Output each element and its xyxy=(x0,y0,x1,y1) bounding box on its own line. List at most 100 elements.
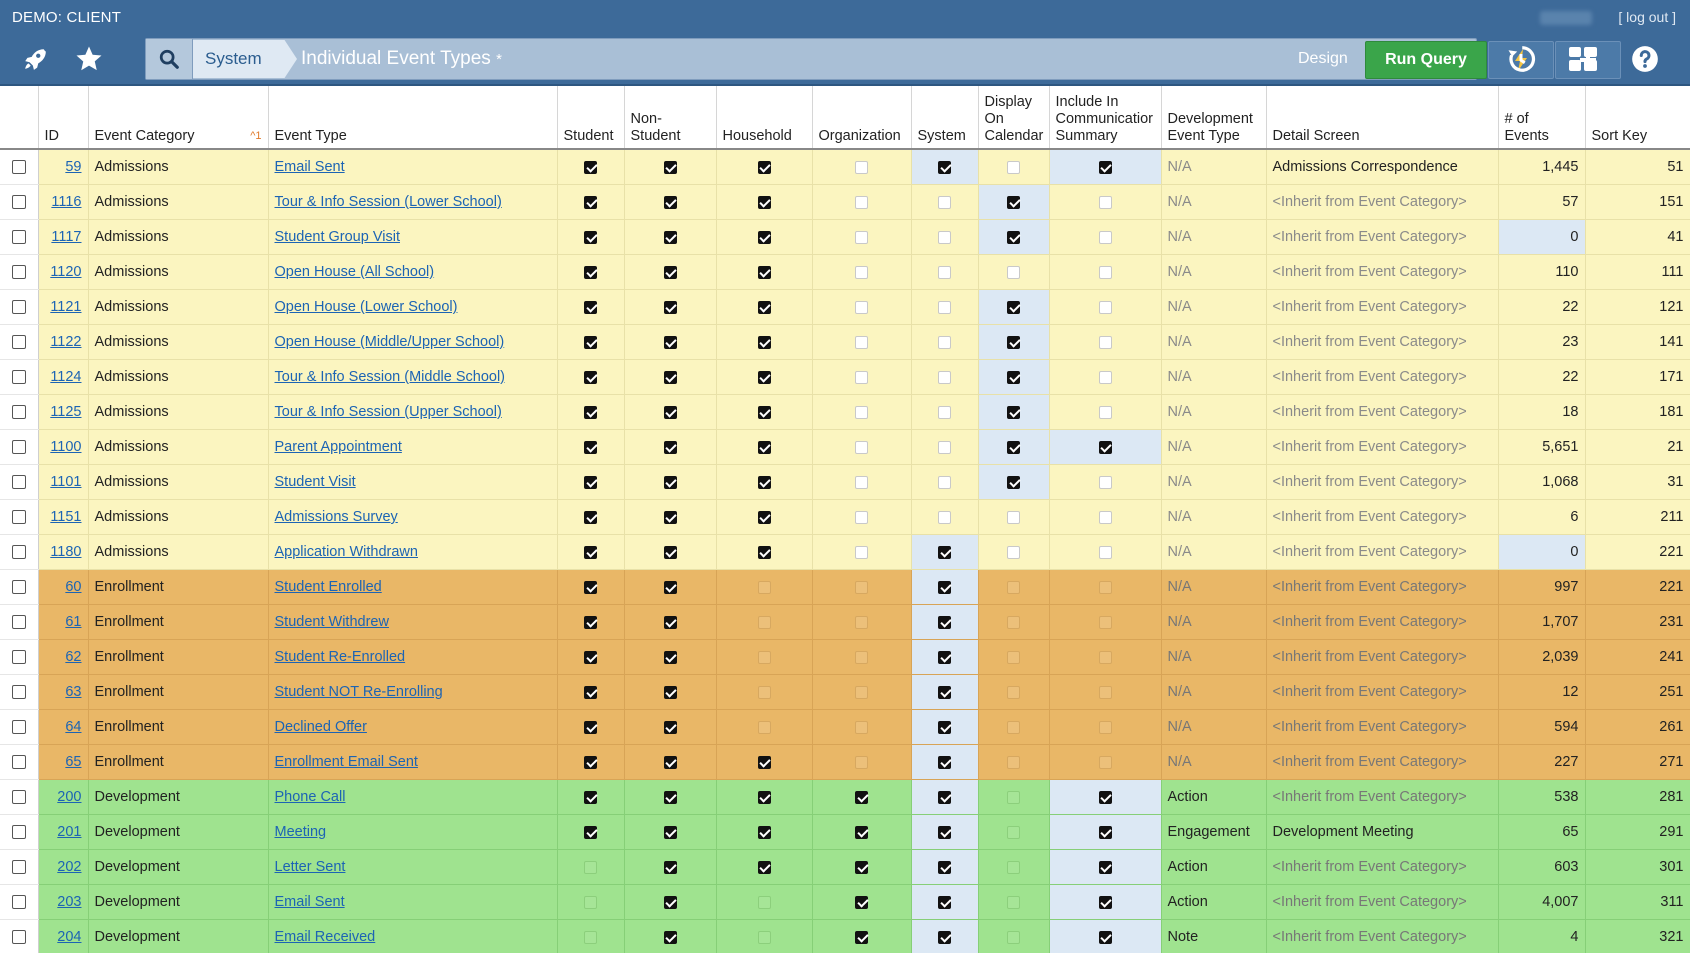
id-link[interactable]: 1116 xyxy=(51,194,82,210)
help-icon[interactable] xyxy=(1620,34,1670,84)
row-select-checkbox[interactable] xyxy=(11,300,26,315)
event-type-link[interactable]: Admissions Survey xyxy=(274,509,398,525)
table-row[interactable]: 204 Development Email Received Note <Inherit… xyxy=(0,919,1690,953)
table-row[interactable]: 1101 Admissions Student Visit N/A <Inherit f… xyxy=(0,464,1690,500)
id-link[interactable]: 64 xyxy=(65,719,82,735)
row-select-checkbox[interactable] xyxy=(11,405,26,420)
table-row[interactable]: 63 Enrollment Student NOT Re-Enrolling N/A <… xyxy=(0,674,1690,710)
event-type-link[interactable]: Open House (All School) xyxy=(274,264,435,280)
event-type-link[interactable]: Tour & Info Session (Middle School) xyxy=(274,369,506,385)
row-select-checkbox[interactable] xyxy=(11,825,26,840)
event-type-link[interactable]: Student Re-Enrolled xyxy=(274,649,406,665)
row-select-checkbox[interactable] xyxy=(11,475,26,490)
row-select-checkbox[interactable] xyxy=(11,440,26,455)
row-select-checkbox[interactable] xyxy=(11,895,26,910)
row-select-checkbox[interactable] xyxy=(11,790,26,805)
id-link[interactable]: 1121 xyxy=(50,299,82,315)
id-link[interactable]: 1122 xyxy=(50,334,82,350)
event-type-link[interactable]: Enrollment Email Sent xyxy=(274,754,418,770)
header-event-category[interactable]: Event Category ^1 xyxy=(88,86,269,150)
event-type-link[interactable]: Student Enrolled xyxy=(274,579,382,595)
id-link[interactable]: 203 xyxy=(57,894,82,910)
id-link[interactable]: 204 xyxy=(57,929,82,945)
row-select-checkbox[interactable] xyxy=(11,195,26,210)
table-row[interactable]: 65 Enrollment Enrollment Email Sent N/A <Inh… xyxy=(0,744,1690,780)
table-row[interactable]: 60 Enrollment Student Enrolled N/A <Inherit … xyxy=(0,569,1690,605)
id-link[interactable]: 201 xyxy=(57,824,82,840)
event-type-link[interactable]: Open House (Middle/Upper School) xyxy=(274,334,505,350)
id-link[interactable]: 61 xyxy=(65,614,82,630)
table-row[interactable]: 64 Enrollment Declined Offer N/A <Inherit fr… xyxy=(0,709,1690,745)
header-organization[interactable]: Organization xyxy=(812,86,912,150)
add-button[interactable] xyxy=(1555,41,1621,79)
id-link[interactable]: 1100 xyxy=(50,439,82,455)
breadcrumb-system[interactable]: System xyxy=(193,40,297,78)
event-type-link[interactable]: Letter Sent xyxy=(274,859,346,875)
row-select-checkbox[interactable] xyxy=(11,265,26,280)
table-row[interactable]: 1116 Admissions Tour & Info Session (Lower… xyxy=(0,184,1690,220)
header-development-event-type[interactable]: Development Event Type xyxy=(1161,86,1267,150)
header-non-student[interactable]: Non- Student xyxy=(624,86,717,150)
event-type-link[interactable]: Phone Call xyxy=(274,789,346,805)
event-type-link[interactable]: Open House (Lower School) xyxy=(274,299,458,315)
design-link[interactable]: Design xyxy=(1298,50,1348,67)
event-type-link[interactable]: Student Group Visit xyxy=(274,229,400,245)
history-icon[interactable] xyxy=(1496,34,1546,84)
table-row[interactable]: 59 Admissions Email Sent N/A Admissions Corr… xyxy=(0,149,1690,185)
header-system[interactable]: System xyxy=(911,86,979,150)
row-select-checkbox[interactable] xyxy=(11,650,26,665)
event-type-link[interactable]: Application Withdrawn xyxy=(274,544,418,560)
table-row[interactable]: 61 Enrollment Student Withdrew N/A <Inherit … xyxy=(0,604,1690,640)
search-button[interactable] xyxy=(146,39,193,79)
row-select-checkbox[interactable] xyxy=(11,370,26,385)
event-type-link[interactable]: Student Visit xyxy=(274,474,356,490)
id-link[interactable]: 59 xyxy=(65,159,82,175)
event-type-link[interactable]: Student NOT Re-Enrolling xyxy=(274,684,443,700)
header-detail-screen[interactable]: Detail Screen xyxy=(1266,86,1499,150)
row-select-checkbox[interactable] xyxy=(11,160,26,175)
table-row[interactable]: 1121 Admissions Open House (Lower School) N… xyxy=(0,289,1690,325)
row-select-checkbox[interactable] xyxy=(11,545,26,560)
row-select-checkbox[interactable] xyxy=(11,510,26,525)
dashboard-grid-icon[interactable] xyxy=(1558,34,1608,84)
event-type-link[interactable]: Tour & Info Session (Lower School) xyxy=(274,194,502,210)
table-row[interactable]: 1151 Admissions Admissions Survey N/A <Inher… xyxy=(0,499,1690,535)
event-type-link[interactable]: Declined Offer xyxy=(274,719,367,735)
row-select-checkbox[interactable] xyxy=(11,230,26,245)
event-type-link[interactable]: Email Received xyxy=(274,929,376,945)
table-row[interactable]: 62 Enrollment Student Re-Enrolled N/A <Inher… xyxy=(0,639,1690,675)
row-select-checkbox[interactable] xyxy=(11,615,26,630)
event-type-link[interactable]: Email Sent xyxy=(274,159,345,175)
table-row[interactable]: 201 Development Meeting Engagement Developme… xyxy=(0,814,1690,850)
table-row[interactable]: 202 Development Letter Sent Action <Inherit … xyxy=(0,849,1690,885)
id-link[interactable]: 65 xyxy=(65,754,82,770)
row-select-checkbox[interactable] xyxy=(11,580,26,595)
event-type-link[interactable]: Tour & Info Session (Upper School) xyxy=(274,404,502,420)
id-link[interactable]: 1120 xyxy=(50,264,82,280)
header-household[interactable]: Household xyxy=(716,86,813,150)
id-link[interactable]: 62 xyxy=(65,649,82,665)
id-link[interactable]: 1124 xyxy=(50,369,82,385)
id-link[interactable]: 1151 xyxy=(50,509,82,525)
header-event-type[interactable]: Event Type xyxy=(268,86,558,150)
row-select-checkbox[interactable] xyxy=(11,930,26,945)
id-link[interactable]: 60 xyxy=(65,579,82,595)
row-select-checkbox[interactable] xyxy=(11,335,26,350)
id-link[interactable]: 202 xyxy=(57,859,82,875)
id-link[interactable]: 1101 xyxy=(50,474,82,490)
row-select-checkbox[interactable] xyxy=(11,685,26,700)
table-row[interactable]: 1120 Admissions Open House (All School) N/A… xyxy=(0,254,1690,290)
id-link[interactable]: 200 xyxy=(57,789,82,805)
quick-actions-button[interactable] xyxy=(1488,41,1554,79)
row-select-checkbox[interactable] xyxy=(11,755,26,770)
table-row[interactable]: 1122 Admissions Open House (Middle/Upper S… xyxy=(0,324,1690,360)
id-link[interactable]: 1180 xyxy=(50,544,82,560)
header-student[interactable]: Student xyxy=(557,86,625,150)
row-select-checkbox[interactable] xyxy=(11,720,26,735)
table-row[interactable]: 1125 Admissions Tour & Info Session (Upper… xyxy=(0,394,1690,430)
rocket-icon[interactable] xyxy=(10,34,60,84)
header-display-on-calendar[interactable]: Display On Calendar xyxy=(978,86,1050,150)
event-type-link[interactable]: Email Sent xyxy=(274,894,345,910)
header-number-of-events[interactable]: # of Events xyxy=(1498,86,1586,150)
run-query-button[interactable]: Run Query xyxy=(1365,41,1487,79)
